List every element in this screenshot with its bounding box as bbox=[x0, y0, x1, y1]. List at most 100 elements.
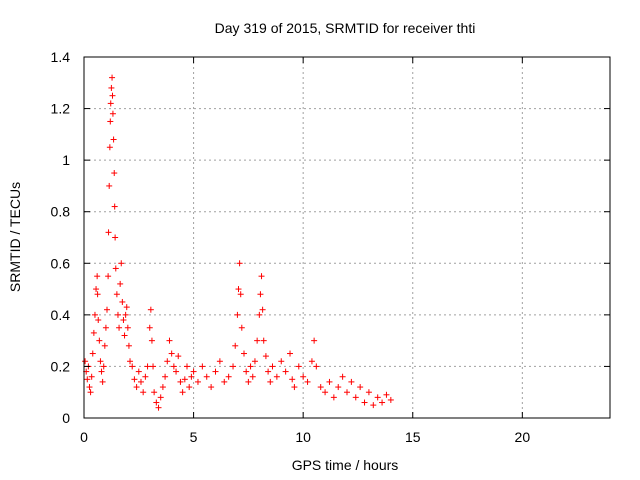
data-point bbox=[108, 84, 115, 91]
data-point bbox=[97, 358, 104, 365]
data-point bbox=[90, 329, 97, 336]
data-point bbox=[87, 389, 94, 396]
data-point bbox=[287, 350, 294, 357]
data-point bbox=[254, 337, 261, 344]
data-point bbox=[96, 337, 103, 344]
data-point bbox=[107, 118, 114, 125]
data-point bbox=[258, 273, 265, 280]
data-point bbox=[249, 373, 256, 380]
data-point bbox=[232, 342, 239, 349]
x-tick-label: 15 bbox=[405, 429, 421, 445]
data-point bbox=[265, 368, 272, 375]
data-point bbox=[148, 337, 155, 344]
data-point bbox=[129, 363, 136, 370]
data-point bbox=[379, 399, 386, 406]
data-point bbox=[94, 273, 101, 280]
data-point bbox=[190, 368, 197, 375]
data-point bbox=[95, 317, 102, 324]
data-point bbox=[105, 229, 112, 236]
data-point bbox=[304, 378, 311, 385]
data-point bbox=[155, 404, 162, 411]
data-point bbox=[82, 358, 89, 365]
data-point bbox=[124, 324, 131, 331]
data-point bbox=[117, 280, 124, 287]
data-point bbox=[383, 391, 390, 398]
data-point bbox=[127, 358, 134, 365]
data-point bbox=[352, 394, 359, 401]
data-point bbox=[105, 273, 112, 280]
data-point bbox=[99, 378, 106, 385]
data-point bbox=[278, 358, 285, 365]
chart-title: Day 319 of 2015, SRMTID for receiver tht… bbox=[215, 20, 476, 36]
plot-frame bbox=[83, 56, 611, 419]
data-point bbox=[112, 234, 119, 241]
data-point bbox=[330, 394, 337, 401]
data-point bbox=[177, 378, 184, 385]
data-point bbox=[236, 260, 243, 267]
data-point bbox=[102, 324, 109, 331]
data-point bbox=[259, 306, 266, 313]
data-point bbox=[121, 332, 128, 339]
y-tick-label: 0.2 bbox=[51, 358, 71, 374]
data-point bbox=[157, 394, 164, 401]
data-point bbox=[256, 311, 263, 318]
data-point bbox=[245, 378, 252, 385]
data-point bbox=[166, 337, 173, 344]
data-point bbox=[308, 358, 315, 365]
data-point bbox=[273, 373, 280, 380]
data-point bbox=[348, 378, 355, 385]
data-point bbox=[313, 363, 320, 370]
data-point bbox=[365, 389, 372, 396]
data-point bbox=[387, 396, 394, 403]
grid-lines bbox=[84, 57, 610, 418]
data-point bbox=[262, 353, 269, 360]
y-axis-label: SRMTID / TECUs bbox=[7, 182, 23, 292]
data-point bbox=[133, 384, 140, 391]
data-point bbox=[106, 144, 113, 151]
y-tick-label: 1 bbox=[62, 152, 70, 168]
x-tick-label: 10 bbox=[295, 429, 311, 445]
data-point bbox=[123, 304, 130, 311]
data-point bbox=[260, 337, 267, 344]
data-point bbox=[282, 368, 289, 375]
data-point bbox=[162, 373, 169, 380]
y-tick-label: 0.4 bbox=[51, 307, 71, 323]
data-point bbox=[357, 384, 364, 391]
y-tick-label: 0.6 bbox=[51, 255, 71, 271]
data-point bbox=[344, 389, 350, 396]
data-point bbox=[122, 311, 129, 318]
data-point bbox=[159, 384, 166, 391]
y-tick-label: 1.4 bbox=[51, 49, 71, 65]
data-point bbox=[335, 384, 342, 391]
data-point bbox=[237, 291, 244, 298]
data-point bbox=[203, 373, 210, 380]
data-point bbox=[146, 324, 153, 331]
y-tick-label: 0 bbox=[62, 410, 70, 426]
data-point bbox=[151, 389, 158, 396]
data-point bbox=[295, 363, 302, 370]
data-point bbox=[370, 402, 377, 409]
data-point bbox=[235, 286, 242, 293]
data-point bbox=[168, 350, 175, 357]
data-point bbox=[100, 363, 107, 370]
data-point bbox=[118, 260, 125, 267]
data-point bbox=[120, 317, 127, 324]
data-point bbox=[247, 363, 254, 370]
data-point bbox=[84, 376, 91, 383]
data-point bbox=[131, 376, 138, 383]
data-point bbox=[361, 399, 368, 406]
data-point bbox=[170, 363, 177, 370]
data-point bbox=[181, 376, 188, 383]
data-point bbox=[175, 353, 182, 360]
data-point bbox=[89, 350, 96, 357]
data-point bbox=[179, 389, 186, 396]
data-point bbox=[110, 136, 117, 143]
y-tick-labels: 0 0.2 0.4 0.6 0.8 1 1.2 1.4 bbox=[51, 49, 71, 426]
data-point bbox=[106, 182, 113, 189]
x-tick-label: 0 bbox=[80, 429, 88, 445]
data-point bbox=[153, 399, 160, 406]
data-point bbox=[150, 363, 157, 370]
y-tick-label: 0.8 bbox=[51, 204, 71, 220]
data-point bbox=[88, 373, 95, 380]
data-point bbox=[184, 363, 191, 370]
